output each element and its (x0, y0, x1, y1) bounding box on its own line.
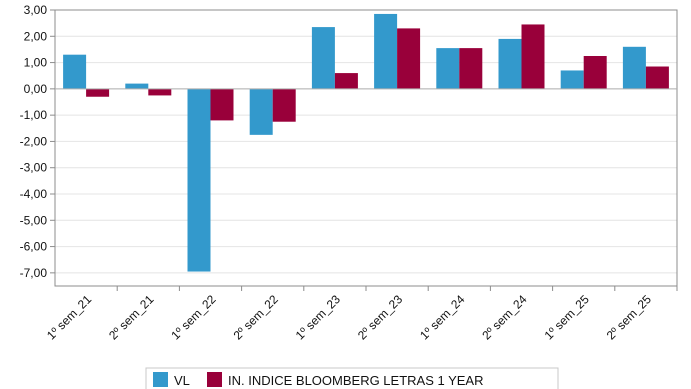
x-tick-label: 2º sem_22 (231, 292, 281, 342)
bar-vl (249, 88, 273, 135)
bar-vl (125, 83, 149, 89)
x-tick-label: 1º sem_22 (168, 292, 218, 342)
bars (63, 13, 669, 272)
bar-vl (498, 38, 522, 89)
bar-index (583, 56, 607, 89)
x-tick-label: 2º sem_24 (479, 292, 529, 342)
x-tick-label: 1º sem_21 (44, 292, 94, 342)
y-tick-label: -5,00 (20, 213, 48, 227)
legend-swatch (153, 372, 168, 387)
bar-vl (436, 48, 460, 89)
y-tick-label: -7,00 (20, 266, 48, 280)
y-tick-label: -1,00 (20, 108, 48, 122)
x-tick-label: 2º sem_25 (604, 292, 654, 342)
bar-index (210, 88, 234, 121)
bar-index (645, 66, 669, 89)
bar-index (272, 88, 296, 122)
y-axis: 3,00 2,00 1,00 0,00 -1,00 -2,00 -3,00 -4,00 -5,0… (20, 3, 55, 280)
plot-frame (54, 9, 678, 287)
bar-vl (63, 54, 87, 89)
bar-index (459, 48, 483, 89)
legend: VL IN. INDICE BLOOMBERG LETRAS 1 YEAR (145, 367, 559, 389)
bar-vl (622, 46, 646, 89)
x-tick-label: 2º sem_21 (106, 292, 156, 342)
legend-label: IN. INDICE BLOOMBERG LETRAS 1 YEAR (228, 373, 484, 388)
y-tick-label: -2,00 (20, 134, 48, 148)
bar-index (86, 88, 110, 97)
y-tick-label: 2,00 (24, 29, 48, 43)
bar-index (397, 28, 421, 89)
x-tick-label: 1º sem_25 (542, 292, 592, 342)
y-tick-label: 3,00 (24, 3, 48, 17)
x-axis: 1º sem_21 2º sem_21 1º sem_22 2º sem_22 1º s… (44, 286, 678, 342)
bar-vl (187, 88, 211, 272)
bar-index (334, 73, 358, 89)
bar-vl (374, 13, 398, 89)
bar-vl (311, 27, 335, 89)
bar-vl (560, 70, 584, 89)
y-tick-label: 1,00 (24, 56, 48, 70)
legend-label: VL (174, 373, 190, 388)
y-tick-label: -3,00 (20, 161, 48, 175)
y-tick-label: 0,00 (24, 82, 48, 96)
bar-index (148, 88, 172, 96)
grid-lines (55, 9, 677, 274)
x-tick-label: 2º sem_23 (355, 292, 405, 342)
bar-index (521, 24, 545, 89)
x-tick-label: 1º sem_24 (417, 292, 467, 342)
y-tick-label: -4,00 (20, 187, 48, 201)
x-tick-label: 1º sem_23 (293, 292, 343, 342)
legend-swatch (207, 372, 222, 387)
y-tick-label: -6,00 (20, 240, 48, 254)
legend-box (145, 367, 559, 389)
